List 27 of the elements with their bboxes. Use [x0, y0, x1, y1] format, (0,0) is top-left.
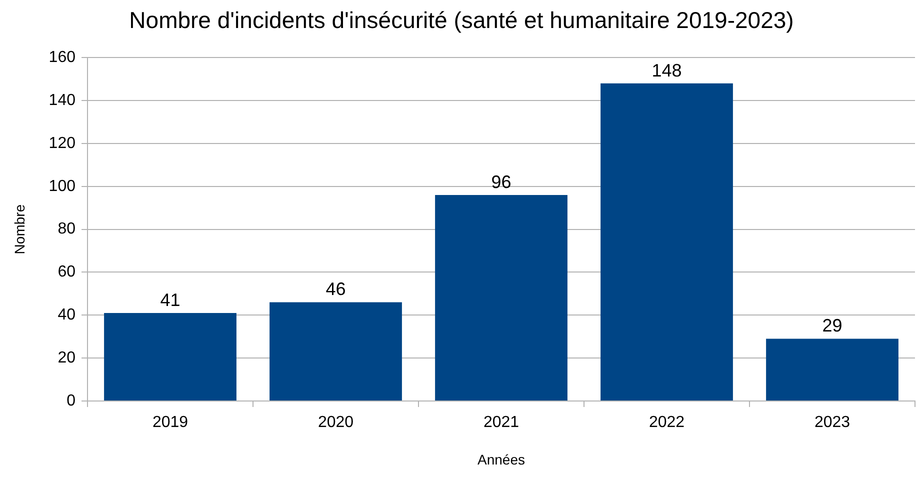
y-axis-title: Nombre [11, 204, 28, 254]
bar [104, 313, 236, 400]
bar [600, 83, 733, 400]
bar [270, 302, 402, 400]
x-tick-label: 2023 [814, 414, 850, 432]
data-label: 96 [491, 172, 512, 192]
y-tick-label: 160 [48, 49, 76, 66]
x-tick-label: 2022 [648, 414, 685, 432]
x-tick-label: 2019 [152, 414, 188, 432]
y-tick-label: 120 [48, 134, 76, 152]
data-label: 46 [326, 279, 346, 300]
data-label: 41 [160, 290, 180, 310]
bar [435, 194, 568, 400]
x-tick-label: 2021 [483, 414, 520, 432]
y-tick-label: 0 [66, 392, 76, 410]
chart-title: Nombre d'incidents d'insécurité (santé et humanitaire 2019-2023) [129, 7, 794, 34]
y-tick-label: 20 [58, 349, 76, 366]
y-tick-label: 80 [58, 220, 76, 238]
data-label: 148 [652, 60, 682, 80]
bar [766, 338, 898, 400]
y-tick-label: 60 [58, 264, 76, 281]
x-axis-title: Années [478, 451, 525, 468]
x-tick-label: 2020 [318, 414, 354, 432]
y-tick-label: 100 [48, 178, 76, 195]
y-tick-label: 140 [48, 92, 76, 109]
data-label: 29 [822, 316, 842, 336]
y-tick-label: 40 [58, 306, 76, 324]
